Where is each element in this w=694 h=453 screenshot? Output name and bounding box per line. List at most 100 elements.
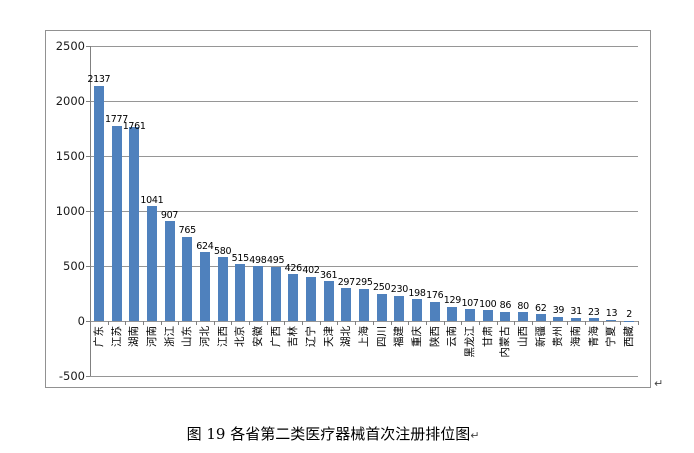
x-axis-tick bbox=[531, 321, 533, 325]
category-label: 新疆 bbox=[534, 325, 547, 347]
category-label: 贵州 bbox=[552, 325, 565, 347]
category-label: 上海 bbox=[358, 325, 370, 347]
y-axis-tick bbox=[86, 101, 90, 102]
bar-value-label: 361 bbox=[320, 269, 338, 281]
bar-value-label: 907 bbox=[160, 209, 179, 221]
bar-value-label: 402 bbox=[302, 265, 320, 277]
bar bbox=[465, 309, 476, 321]
x-axis-tick bbox=[602, 321, 604, 325]
x-axis-tick bbox=[107, 321, 109, 325]
category-label: 江西 bbox=[216, 325, 229, 347]
bar-value-label: 2137 bbox=[87, 74, 111, 86]
bar-value-label: 426 bbox=[284, 262, 303, 274]
category-label: 吉林 bbox=[287, 325, 300, 347]
category-label: 宁夏 bbox=[605, 325, 618, 347]
bar-value-label: 1777 bbox=[105, 114, 128, 126]
x-axis-tick bbox=[302, 321, 304, 325]
bar bbox=[164, 221, 175, 321]
bar bbox=[288, 274, 299, 321]
x-axis-tick bbox=[514, 321, 516, 325]
x-axis-tick bbox=[372, 321, 374, 325]
x-axis-tick bbox=[231, 321, 233, 325]
bar bbox=[571, 317, 582, 321]
y-axis-label: 0 bbox=[77, 313, 85, 328]
y-axis-label: 500 bbox=[63, 258, 85, 273]
y-axis-label: 1000 bbox=[55, 203, 85, 218]
y-axis-tick bbox=[86, 156, 90, 157]
x-axis-tick bbox=[196, 321, 198, 325]
bar bbox=[606, 319, 617, 321]
x-axis-tick bbox=[319, 321, 321, 325]
bar-value-label: 198 bbox=[408, 287, 426, 299]
x-axis-tick bbox=[478, 321, 480, 325]
bar-value-label: 86 bbox=[499, 300, 512, 312]
bar-value-label: 765 bbox=[178, 225, 197, 237]
figure-caption-row: 图 19 各省第二类医疗器械首次注册排位图↵ bbox=[0, 423, 666, 444]
category-label: 云南 bbox=[446, 325, 459, 347]
grid-line bbox=[90, 156, 638, 157]
category-label: 北京 bbox=[234, 325, 247, 347]
x-axis-tick bbox=[160, 321, 162, 325]
bar-value-label: 230 bbox=[390, 284, 409, 296]
category-label: 天津 bbox=[322, 325, 335, 347]
bar bbox=[305, 276, 316, 321]
bar bbox=[323, 281, 334, 321]
bar bbox=[359, 288, 369, 321]
category-label: 河南 bbox=[145, 325, 158, 347]
x-axis-tick bbox=[90, 321, 91, 325]
paragraph-mark: ↵ bbox=[470, 429, 480, 442]
bar-value-label: 295 bbox=[355, 277, 373, 289]
bar bbox=[482, 310, 493, 321]
grid-line bbox=[90, 46, 638, 47]
bar bbox=[376, 293, 387, 321]
y-axis-tick bbox=[86, 376, 90, 377]
y-axis-line bbox=[90, 46, 91, 376]
bar-chart[interactable]: 2500 2000 1500 1000 500 0 -500 2137 1777 1761 1041… bbox=[45, 30, 651, 388]
category-label: 湖北 bbox=[340, 325, 353, 347]
bar-value-label: 107 bbox=[461, 297, 479, 309]
bar bbox=[341, 288, 352, 321]
x-axis-tick bbox=[178, 321, 180, 325]
x-axis-tick bbox=[284, 321, 286, 325]
bar bbox=[447, 306, 458, 321]
bar bbox=[412, 299, 423, 321]
bar bbox=[93, 85, 104, 321]
bar bbox=[252, 266, 263, 321]
bar bbox=[394, 295, 405, 321]
x-axis-tick bbox=[249, 321, 251, 325]
bar-value-label: 495 bbox=[266, 255, 285, 267]
bar bbox=[217, 257, 228, 321]
category-label: 黑龙江 bbox=[464, 325, 477, 358]
category-label: 江苏 bbox=[110, 325, 123, 347]
category-label: 湖南 bbox=[128, 325, 141, 347]
bar-value-label: 250 bbox=[373, 282, 391, 293]
bar-value-label: 100 bbox=[479, 298, 497, 310]
x-axis-tick bbox=[567, 321, 569, 325]
bar-value-label: 498 bbox=[249, 254, 267, 266]
category-label: 重庆 bbox=[411, 325, 424, 347]
bar bbox=[588, 318, 599, 321]
bar bbox=[518, 312, 529, 321]
grid-line bbox=[90, 266, 638, 267]
y-axis-label: -500 bbox=[58, 368, 85, 383]
bar bbox=[182, 236, 193, 321]
category-label: 河北 bbox=[198, 325, 211, 347]
x-axis-tick bbox=[584, 321, 586, 325]
category-label: 山东 bbox=[181, 325, 194, 347]
x-axis-tick bbox=[390, 321, 392, 325]
bar bbox=[500, 311, 511, 321]
category-label: 西藏 bbox=[623, 325, 636, 347]
figure-caption: 图 19 各省第二类医疗器械首次注册排位图 bbox=[186, 425, 471, 443]
x-axis-tick bbox=[337, 321, 339, 325]
bar bbox=[235, 264, 246, 321]
bar bbox=[111, 125, 122, 321]
x-axis-tick bbox=[638, 321, 639, 325]
bar-value-label: 31 bbox=[570, 306, 582, 318]
category-label: 青海 bbox=[587, 325, 600, 347]
y-axis-tick bbox=[86, 211, 90, 212]
bar-value-label: 23 bbox=[588, 306, 600, 318]
category-label: 四川 bbox=[375, 325, 388, 347]
category-label: 陕西 bbox=[428, 325, 441, 347]
bar bbox=[270, 266, 281, 321]
